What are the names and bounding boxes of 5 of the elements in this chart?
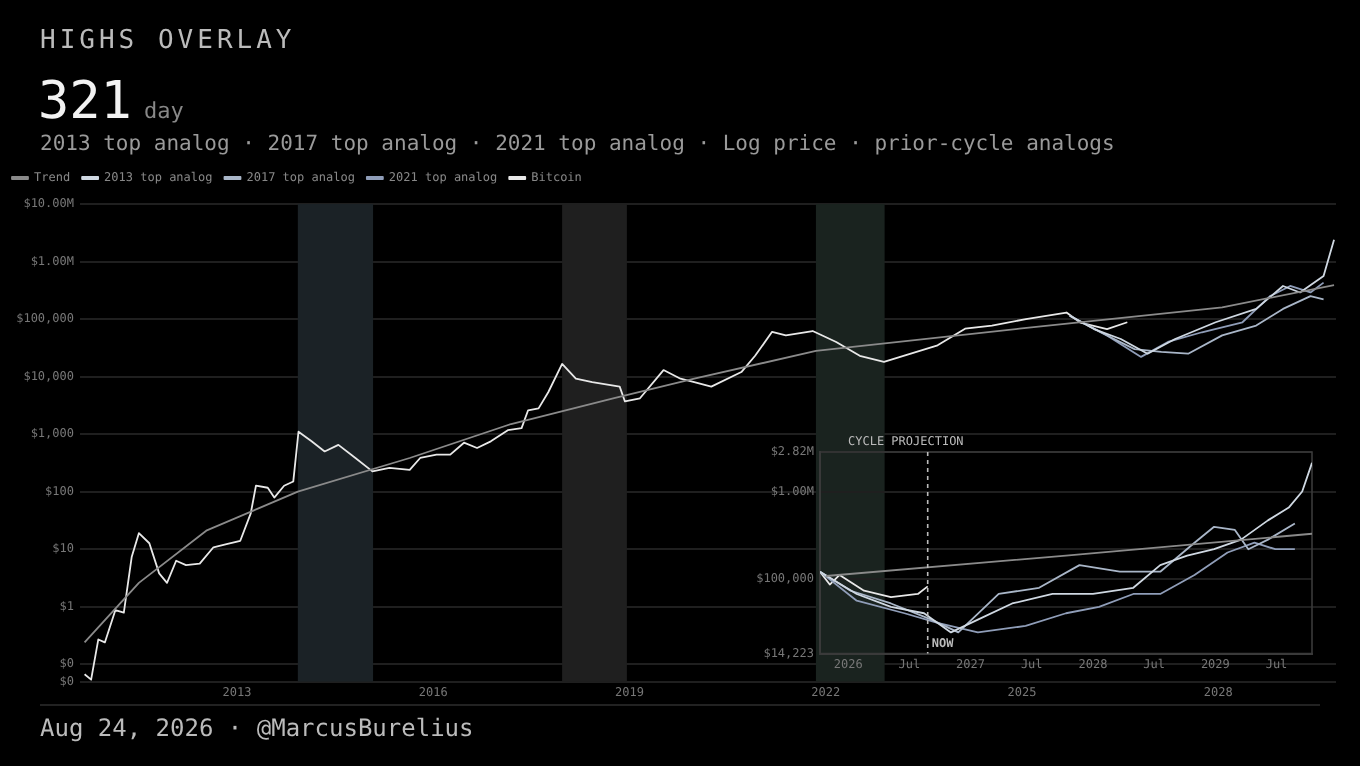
text: 321 — [38, 72, 132, 132]
text: day — [143, 98, 184, 124]
chart-subtitle: 2013 top analog · 2017 top analog · 2021 top analog · Log price · prior-cycle analogs — [40, 132, 1115, 156]
text: Aug 24, 2026 · @MarcusBurelius — [40, 714, 474, 742]
chart-title: HIGHS OVERLAY — [40, 26, 296, 56]
